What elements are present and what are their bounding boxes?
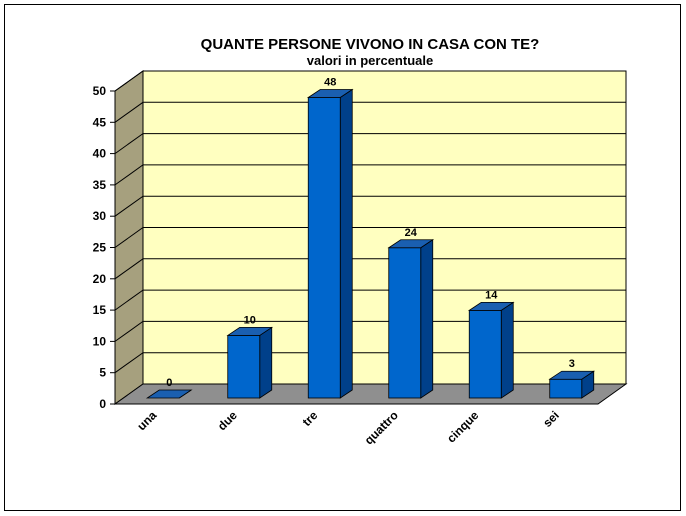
bar-side bbox=[339, 88, 353, 399]
y-tick-label: 40 bbox=[93, 147, 107, 161]
gridline bbox=[114, 164, 626, 186]
y-tick-label: 45 bbox=[93, 115, 107, 129]
data-label: 0 bbox=[166, 377, 172, 389]
bar-front bbox=[307, 97, 341, 399]
bar-front bbox=[549, 378, 583, 399]
gridline bbox=[114, 258, 626, 280]
bar-tre bbox=[306, 88, 354, 399]
data-label: 48 bbox=[324, 77, 336, 89]
bar-front bbox=[388, 247, 422, 399]
data-label: 3 bbox=[569, 358, 575, 370]
gridlines bbox=[114, 70, 626, 374]
y-tick-label: 50 bbox=[93, 84, 107, 98]
gridline bbox=[114, 195, 626, 217]
bar-top bbox=[548, 370, 596, 380]
bar-top bbox=[226, 326, 274, 336]
x-category-label: due bbox=[215, 408, 240, 433]
bar-front bbox=[468, 309, 502, 399]
y-tick-label: 5 bbox=[99, 366, 106, 380]
data-label: 24 bbox=[405, 227, 418, 239]
x-category-label: una bbox=[134, 408, 159, 433]
data-label: 10 bbox=[244, 314, 256, 326]
bar-top bbox=[387, 239, 435, 249]
gridline bbox=[114, 70, 626, 92]
gridline bbox=[114, 101, 626, 123]
y-tick-label: 0 bbox=[99, 397, 106, 411]
bar-top bbox=[467, 301, 515, 311]
bar-una bbox=[145, 389, 193, 399]
bars bbox=[145, 88, 596, 399]
bar-quattro bbox=[387, 239, 435, 399]
gridline bbox=[114, 133, 626, 155]
y-tick-label: 30 bbox=[93, 209, 107, 223]
y-tick-label: 15 bbox=[93, 303, 107, 317]
bar-cinque bbox=[467, 301, 515, 399]
floor bbox=[113, 383, 628, 405]
data-labels: 0 10 48 24 14 3 bbox=[166, 77, 575, 389]
gridline bbox=[114, 320, 626, 342]
y-tick-label: 25 bbox=[93, 241, 107, 255]
bar-top bbox=[145, 389, 193, 399]
gridline bbox=[114, 227, 626, 248]
x-category-label: sei bbox=[540, 408, 562, 430]
x-category-label: cinque bbox=[444, 408, 481, 445]
y-tick-label: 10 bbox=[93, 334, 107, 348]
x-category-label: quattro bbox=[362, 408, 401, 447]
bar-due bbox=[226, 326, 274, 399]
y-tick-label: 20 bbox=[93, 272, 107, 286]
data-label: 14 bbox=[485, 289, 498, 301]
gridline bbox=[114, 352, 626, 374]
bar-front bbox=[227, 334, 261, 399]
chart-walls bbox=[113, 70, 628, 405]
x-category-label: tre bbox=[300, 408, 321, 429]
bar-side bbox=[500, 301, 514, 399]
bar-sei bbox=[548, 370, 596, 399]
gridline bbox=[114, 289, 626, 311]
y-tick-label: 35 bbox=[93, 178, 107, 192]
bar-top bbox=[306, 89, 354, 98]
x-axis-categories: una due tre quattro cinque sei bbox=[134, 408, 561, 447]
bar-side bbox=[420, 239, 434, 399]
chart-subtitle: valori in percentuale bbox=[307, 53, 433, 68]
bar-side bbox=[259, 326, 273, 399]
chart-title: QUANTE PERSONE VIVONO IN CASA CON TE? bbox=[201, 36, 540, 53]
